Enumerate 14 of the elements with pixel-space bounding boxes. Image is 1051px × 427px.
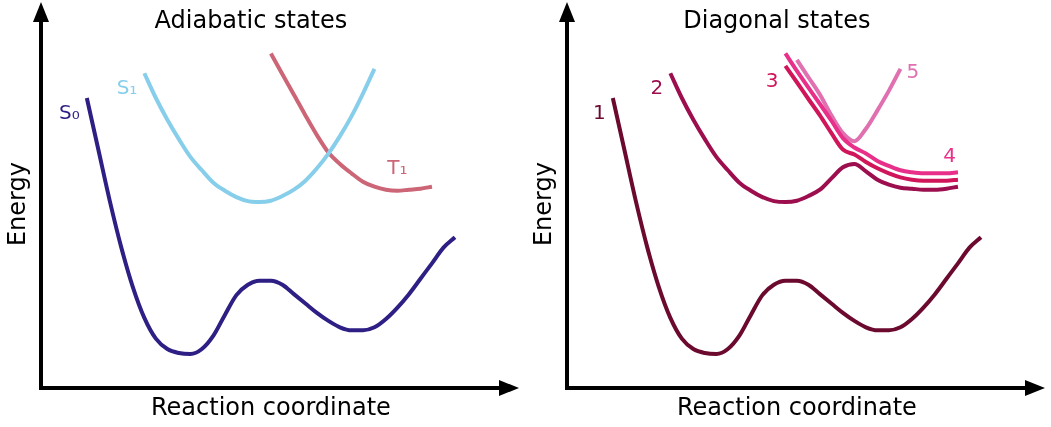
series-label: S₁: [116, 75, 138, 100]
series-label: 4: [943, 142, 956, 167]
series-label: 2: [650, 75, 664, 100]
series-label: T₁: [386, 154, 408, 179]
chart-title: Diagonal states: [683, 6, 871, 35]
x-axis-title: Reaction coordinate: [676, 392, 917, 421]
series-label: 1: [593, 100, 606, 125]
series-label: 5: [906, 59, 920, 84]
series-label: S₀: [59, 100, 80, 125]
x-axis-title: Reaction coordinate: [150, 392, 391, 421]
chart-title: Adiabatic states: [154, 6, 348, 35]
y-axis-title: Energy: [2, 162, 31, 247]
series-label: 3: [765, 68, 779, 93]
y-axis-title: Energy: [528, 162, 557, 247]
